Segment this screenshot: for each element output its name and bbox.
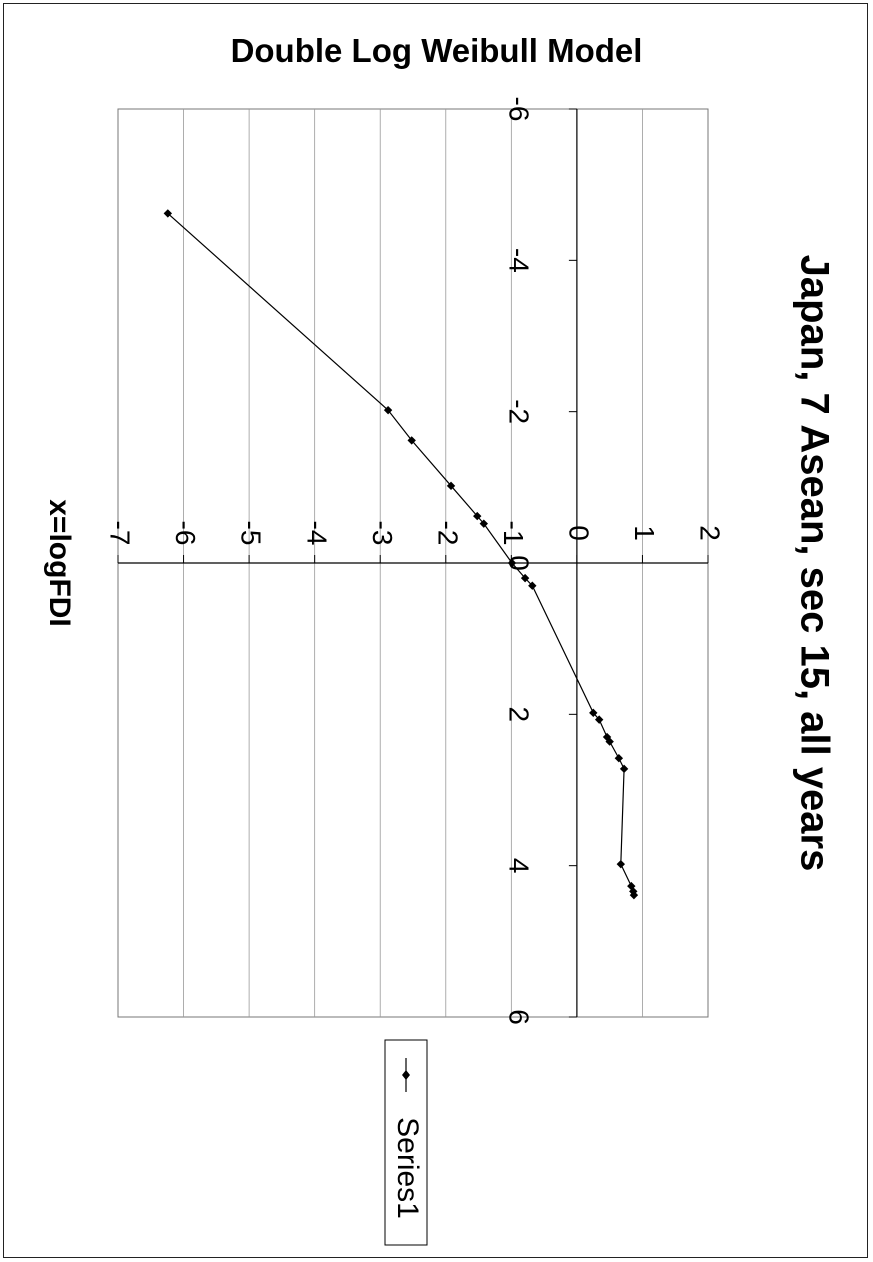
y-tick-label: 2 [695, 525, 726, 541]
page-border [3, 3, 868, 1258]
series-line [167, 212, 635, 896]
data-point [629, 887, 638, 896]
data-point [479, 519, 488, 528]
data-point [629, 890, 639, 900]
x-tick-label: -6 [503, 97, 534, 122]
y-tick-label: -5 [236, 521, 267, 546]
data-point [589, 708, 598, 718]
data-point [528, 581, 537, 590]
data-point [616, 859, 626, 869]
page-title: Double Log Weibull Model [230, 32, 643, 69]
chart-title: Japan, 7 Asean, sec 15, all years [792, 255, 836, 872]
y-tick-label: -7 [105, 521, 136, 546]
x-tick-label: 2 [503, 707, 534, 723]
x-tick-label: 0 [503, 555, 534, 571]
legend-label: Series1 [391, 1117, 424, 1219]
data-point [163, 209, 173, 218]
y-tick-label: -4 [301, 521, 332, 546]
data-point [407, 436, 416, 445]
y-tick-label: 0 [563, 525, 594, 541]
y-tick-label: -3 [367, 521, 398, 546]
data-point [507, 558, 517, 568]
data-point [614, 754, 624, 763]
x-tick-label: -4 [503, 248, 534, 273]
data-point [473, 511, 482, 521]
y-tick-label: -1 [498, 521, 529, 546]
y-tick-label: -2 [432, 521, 463, 546]
x-axis-label: x=logFDI [43, 499, 76, 627]
data-point [383, 405, 393, 415]
y-tick-label: 1 [629, 525, 660, 541]
y-tick-label: -6 [170, 521, 201, 546]
data-point [619, 764, 629, 774]
data-point [605, 737, 614, 746]
data-point [594, 715, 604, 724]
x-tick-label: -2 [503, 399, 534, 424]
data-point [446, 481, 456, 491]
data-point [520, 573, 530, 583]
legend-marker [402, 1070, 410, 1080]
x-tick-label: 4 [503, 858, 534, 874]
x-tick-label: 6 [503, 1009, 534, 1025]
